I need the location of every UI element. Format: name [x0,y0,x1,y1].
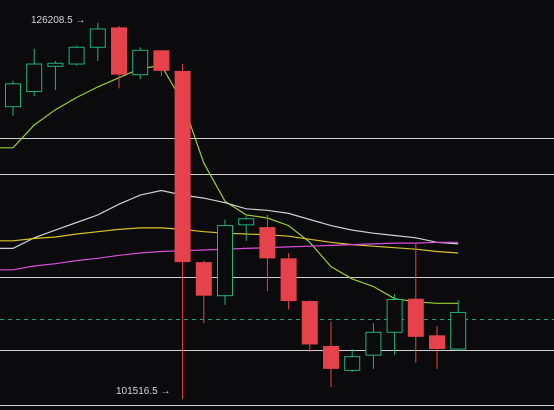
candles [5,22,467,400]
moving-average-line [0,189,459,249]
horizontal-levels [0,138,554,406]
candle-body-down [407,298,424,337]
candle-body-down [111,27,127,75]
high-price-label: 126208.5 → [31,15,86,26]
candle-body-up [238,218,255,226]
candle-body-down [153,50,170,71]
candle-body-down [323,345,339,369]
candle-body-up [26,63,43,92]
candle-body-up [5,83,21,108]
candle-body-up [365,331,382,356]
candle-body-up [217,225,233,297]
candle-body-down [429,335,445,350]
candle-body-up [47,62,64,67]
candle-body-up [132,49,149,76]
candle-body-up [386,298,403,333]
candle-body-down [301,301,318,345]
candle-body-up [89,28,106,48]
candle-body-down [174,70,191,263]
moving-average-line [0,64,459,304]
candle-body-up [450,311,467,350]
low-price-label: 101516.5 → [116,386,171,397]
candle-body-up [344,356,361,371]
candle-body-down [280,258,297,302]
candle-body-down [259,227,276,259]
candle-body-up [68,46,85,65]
candle-body-down [195,262,212,296]
